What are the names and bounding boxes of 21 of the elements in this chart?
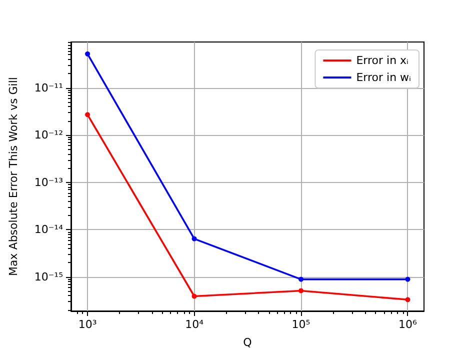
y-tick-label: 10⁻¹¹ bbox=[34, 81, 63, 94]
legend-label: Error in wᵢ bbox=[356, 71, 412, 84]
point bbox=[85, 51, 90, 56]
x-tick-label: 10³ bbox=[78, 318, 97, 331]
y-tick-label: 10⁻¹⁵ bbox=[34, 270, 63, 284]
x-tick-label: 10⁴ bbox=[185, 318, 204, 331]
x-tick-label: 10⁵ bbox=[292, 318, 310, 331]
legend-label: Error in xᵢ bbox=[356, 54, 409, 67]
x-tick-label: 10⁶ bbox=[398, 318, 418, 331]
point bbox=[405, 276, 410, 282]
y-axis-title: Max Absolute Error This Work vs Gill bbox=[7, 77, 20, 276]
point bbox=[192, 236, 197, 242]
x-axis-title: Q bbox=[243, 336, 252, 349]
point bbox=[298, 276, 304, 282]
point bbox=[298, 288, 304, 294]
y-tick-label: 10⁻¹³ bbox=[34, 176, 63, 189]
y-tick-label: 10⁻¹⁴ bbox=[34, 223, 64, 236]
point bbox=[405, 297, 410, 302]
point bbox=[192, 294, 197, 299]
y-tick-label: 10⁻¹² bbox=[34, 128, 63, 142]
point bbox=[85, 112, 90, 118]
